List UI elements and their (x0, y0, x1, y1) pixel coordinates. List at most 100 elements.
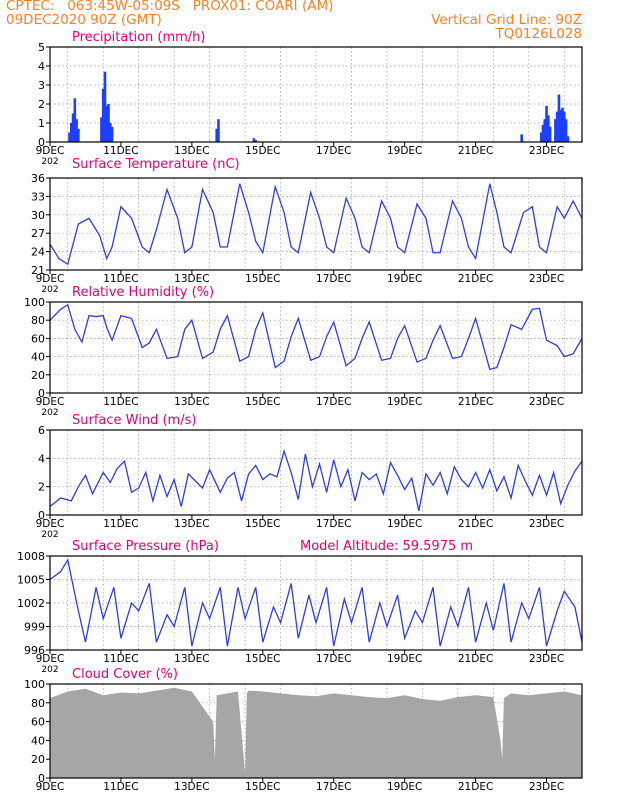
x-tick-label: 19DEC (387, 396, 422, 408)
series-line (49, 303, 583, 371)
x-tick-label: 9DEC (36, 653, 65, 665)
y-tick-label: 27 (31, 227, 45, 240)
panel-title: Surface Pressure (hPa) (72, 539, 219, 554)
precip-bar (543, 119, 547, 142)
x-year-label: 202 (41, 408, 58, 418)
precip-bar (103, 71, 107, 142)
panel-frame (49, 683, 583, 779)
panel-title: Surface Temperature (nC) (72, 157, 240, 172)
precip-bar (559, 109, 563, 142)
y-tick-label: 80 (31, 314, 45, 327)
precip-bar (548, 126, 552, 142)
x-tick-label: 11DEC (103, 653, 138, 665)
y-tick-label: 4 (38, 452, 45, 465)
panel-frame (49, 555, 583, 651)
y-tick-label: 36 (31, 172, 45, 185)
model-altitude-annotation: Model Altitude: 59.5975 m (300, 539, 473, 554)
precip-bar (254, 140, 258, 142)
panel-title: Relative Humidity (%) (72, 285, 214, 300)
x-tick-label: 23DEC (529, 781, 564, 793)
y-tick-label: 33 (31, 190, 45, 203)
header-grid-line-note: Vertical Grid Line: 90Z (431, 12, 582, 28)
precip-bar (564, 119, 568, 142)
series-line (49, 449, 583, 511)
x-tick-label: 13DEC (174, 145, 209, 157)
x-tick-label: 19DEC (387, 145, 422, 157)
x-tick-label: 21DEC (458, 273, 493, 285)
x-tick-label: 21DEC (458, 653, 493, 665)
x-tick-label: 9DEC (36, 781, 65, 793)
precip-bar (566, 136, 570, 142)
precip-bar (75, 119, 78, 142)
precip-bar (73, 98, 77, 142)
x-tick-label: 15DEC (245, 781, 280, 793)
x-tick-label: 21DEC (458, 518, 493, 530)
precip-bar (68, 132, 71, 142)
series-line (49, 558, 583, 647)
y-tick-label: 3 (38, 79, 45, 92)
precip-bar (77, 128, 80, 142)
precip-bar (215, 128, 218, 142)
x-tick-label: 9DEC (36, 396, 65, 408)
x-year-label: 202 (41, 285, 58, 295)
x-tick-label: 19DEC (387, 653, 422, 665)
x-tick-label: 13DEC (174, 781, 209, 793)
x-tick-label: 21DEC (458, 781, 493, 793)
x-tick-label: 23DEC (529, 518, 564, 530)
x-tick-label: 11DEC (103, 396, 138, 408)
y-tick-label: 1 (38, 117, 45, 130)
y-tick-label: 6 (38, 424, 45, 437)
panel-title: Precipitation (mm/h) (72, 30, 205, 45)
y-tick-label: 30 (31, 209, 45, 222)
y-tick-label: 0 (38, 387, 45, 400)
y-tick-label: 4 (38, 60, 45, 73)
header-date-line: 09DEC2020 90Z (GMT) (6, 12, 162, 28)
y-tick-label: 0 (38, 772, 45, 785)
x-tick-label: 17DEC (316, 653, 351, 665)
y-tick-label: 0 (38, 136, 45, 149)
panel-frame (49, 429, 583, 516)
panel-frame (49, 301, 583, 394)
x-tick-label: 13DEC (174, 273, 209, 285)
y-tick-label: 20 (31, 369, 45, 382)
x-tick-label: 17DEC (316, 273, 351, 285)
precip-bar (554, 119, 557, 142)
series-line (49, 183, 583, 266)
x-tick-label: 15DEC (245, 273, 280, 285)
x-tick-label: 11DEC (103, 781, 138, 793)
panel-title: Surface Wind (m/s) (72, 413, 196, 428)
header-station-line: CPTEC: 063:45W-05:09S PROX01: COARI (AM) (6, 0, 334, 14)
cloud-cover-area (50, 687, 582, 778)
y-tick-label: 1008 (17, 550, 45, 563)
precip-bar (101, 88, 105, 142)
y-tick-label: 100 (24, 678, 45, 691)
x-tick-label: 19DEC (387, 518, 422, 530)
precip-bar (562, 111, 566, 142)
x-tick-label: 17DEC (316, 145, 351, 157)
y-tick-label: 5 (38, 41, 45, 54)
precip-bar (539, 132, 543, 142)
precip-bar (547, 115, 550, 142)
x-tick-label: 13DEC (174, 653, 209, 665)
precip-bar (557, 94, 561, 142)
precip-bar (108, 123, 112, 142)
x-tick-label: 23DEC (529, 653, 564, 665)
x-tick-label: 19DEC (387, 273, 422, 285)
x-tick-label: 15DEC (245, 653, 280, 665)
y-tick-label: 996 (24, 644, 45, 657)
panel-frame (49, 177, 583, 271)
y-tick-label: 60 (31, 332, 45, 345)
y-tick-label: 40 (31, 351, 45, 364)
x-tick-label: 15DEC (245, 145, 280, 157)
precip-bar (69, 123, 73, 142)
precip-bar (107, 104, 110, 142)
x-tick-label: 9DEC (36, 518, 65, 530)
y-tick-label: 0 (38, 509, 45, 522)
x-tick-label: 13DEC (174, 518, 209, 530)
x-tick-label: 13DEC (174, 396, 209, 408)
precip-bar (71, 113, 75, 142)
panel-title: Cloud Cover (%) (72, 667, 178, 682)
y-tick-label: 2 (38, 98, 45, 111)
x-tick-label: 23DEC (529, 396, 564, 408)
